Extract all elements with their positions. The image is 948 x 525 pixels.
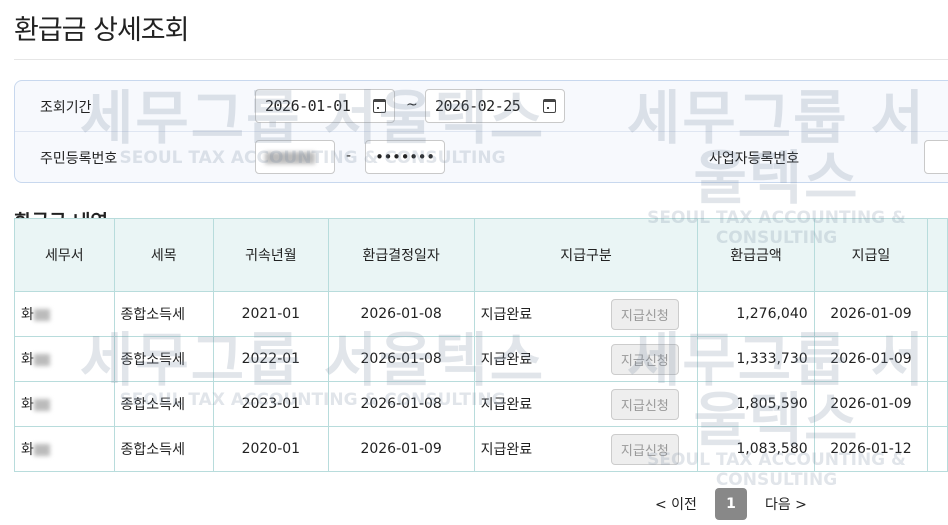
paid-date-cell: 2026-01-09 (813, 291, 929, 337)
masked-value (265, 151, 315, 164)
col-tax: 세목 (113, 218, 215, 292)
search-panel: 조회기간 2026-01-01 ~ 2026-02-25 주민등록번호 - ••… (14, 80, 948, 183)
action-cell: 지급신청 (592, 381, 699, 427)
action-cell: 지급신청 (592, 336, 699, 382)
brn-label: 사업자등록번호 (709, 151, 800, 167)
status-cell: 지급완료 (473, 336, 593, 382)
decision-cell: 2026-01-08 (327, 291, 475, 337)
table-row: 화 종합소득세 2021-01 2026-01-08 지급완료 지급신청 1,2… (14, 291, 948, 337)
action-cell: 지급신청 (592, 426, 699, 472)
col-office: 세무서 (14, 218, 115, 292)
brn-input[interactable] (924, 140, 948, 174)
refund-table: 세무서 세목 귀속년월 환급결정일자 지급구분 환급금액 지급일 화 종합소득세… (14, 218, 948, 472)
table-row: 화 종합소득세 2022-01 2026-01-08 지급완료 지급신청 1,3… (14, 336, 948, 382)
period-cell: 2022-01 (213, 336, 329, 382)
page-title: 환급금 상세조회 (14, 15, 189, 46)
office-cell: 화 (14, 426, 115, 472)
tilde: ~ (406, 97, 418, 113)
extra-cell (927, 336, 948, 382)
tax-cell: 종합소득세 (113, 336, 215, 382)
prev-page-button[interactable]: < 이전 (655, 497, 697, 513)
rrn-back-input[interactable]: ••••••• (365, 140, 445, 174)
rrn-label: 주민등록번호 (40, 151, 118, 167)
paid-date-cell: 2026-01-09 (813, 381, 929, 427)
date-to-value: 2026-02-25 (435, 97, 521, 115)
divider (15, 131, 948, 132)
paid-date-cell: 2026-01-12 (813, 426, 929, 472)
col-paid: 지급일 (813, 218, 929, 292)
tax-cell: 종합소득세 (113, 381, 215, 427)
next-page-button[interactable]: 다음 > (764, 497, 807, 513)
status-cell: 지급완료 (473, 381, 593, 427)
table-row: 화 종합소득세 2020-01 2026-01-09 지급완료 지급신청 1,0… (14, 426, 948, 472)
calendar-icon[interactable] (543, 99, 556, 113)
paid-date-cell: 2026-01-09 (813, 336, 929, 382)
tax-cell: 종합소득세 (113, 426, 215, 472)
period-label: 조회기간 (40, 100, 92, 116)
request-payment-button[interactable]: 지급신청 (610, 298, 679, 330)
period-cell: 2020-01 (213, 426, 329, 472)
request-payment-button[interactable]: 지급신청 (610, 433, 679, 465)
pagination: < 이전 1 다음 > (655, 488, 807, 520)
status-cell: 지급완료 (473, 426, 593, 472)
calendar-icon[interactable] (373, 99, 386, 113)
decision-cell: 2026-01-09 (327, 426, 475, 472)
period-cell: 2023-01 (213, 381, 329, 427)
date-from-value: 2026-01-01 (265, 97, 351, 115)
status-cell: 지급완료 (473, 291, 593, 337)
col-status: 지급구분 (473, 218, 699, 292)
office-cell: 화 (14, 381, 115, 427)
page-1-button[interactable]: 1 (714, 488, 747, 520)
table-row: 화 종합소득세 2023-01 2026-01-08 지급완료 지급신청 1,8… (14, 381, 948, 427)
dash: - (346, 148, 352, 164)
action-cell: 지급신청 (592, 291, 699, 337)
amount-cell: 1,083,580 (697, 426, 815, 472)
amount-cell: 1,333,730 (697, 336, 815, 382)
decision-cell: 2026-01-08 (327, 336, 475, 382)
office-cell: 화 (14, 336, 115, 382)
extra-cell (927, 426, 948, 472)
date-to-input[interactable]: 2026-02-25 (425, 89, 565, 123)
tax-cell: 종합소득세 (113, 291, 215, 337)
extra-cell (927, 381, 948, 427)
col-amount: 환급금액 (697, 218, 815, 292)
amount-cell: 1,276,040 (697, 291, 815, 337)
amount-cell: 1,805,590 (697, 381, 815, 427)
col-decision: 환급결정일자 (327, 218, 475, 292)
date-from-input[interactable]: 2026-01-01 (255, 89, 395, 123)
col-more (927, 218, 948, 292)
office-cell: 화 (14, 291, 115, 337)
divider (14, 59, 948, 60)
request-payment-button[interactable]: 지급신청 (610, 388, 679, 420)
rrn-front-input[interactable] (255, 140, 335, 174)
request-payment-button[interactable]: 지급신청 (610, 343, 679, 375)
period-cell: 2021-01 (213, 291, 329, 337)
col-period: 귀속년월 (213, 218, 329, 292)
decision-cell: 2026-01-08 (327, 381, 475, 427)
extra-cell (927, 291, 948, 337)
